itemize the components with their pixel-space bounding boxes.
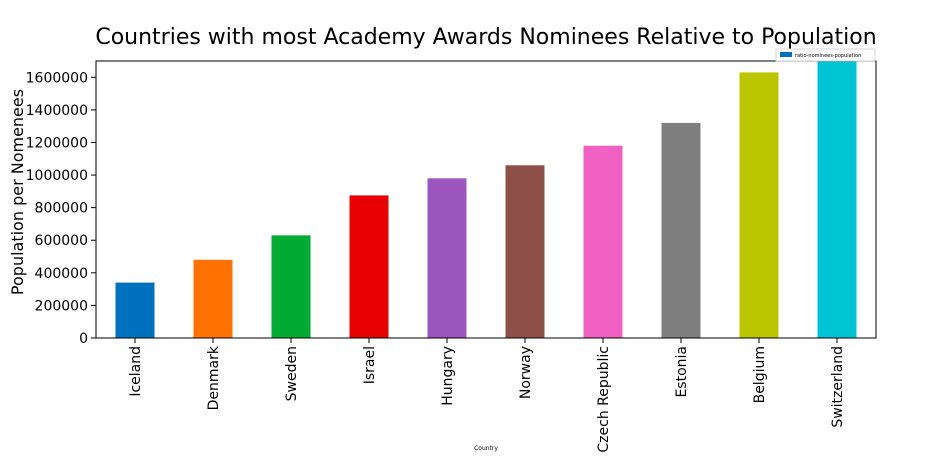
y-tick-label: 800000 <box>35 201 88 217</box>
x-tick-label: Iceland <box>128 346 144 397</box>
y-axis: 0 200000 400000 600000 800000 1000000 1200000 1… <box>26 70 96 347</box>
bar-denmark <box>193 259 233 338</box>
bar-estonia <box>661 122 701 338</box>
x-axis: Iceland Denmark Sweden Israel Hungary Norway C… <box>128 338 846 453</box>
bar-czech-republic <box>583 145 623 338</box>
bar-belgium <box>739 72 779 338</box>
bar-switzerland <box>817 61 857 338</box>
bars-group <box>115 61 857 338</box>
y-tick-label: 400000 <box>35 266 88 282</box>
x-tick-label: Switzerland <box>830 346 846 428</box>
x-tick-label: Estonia <box>674 346 690 398</box>
x-tick-label: Sweden <box>284 346 300 401</box>
y-tick-label: 0 <box>79 331 88 347</box>
bar-israel <box>349 195 389 338</box>
legend: ratio-nominees-population <box>775 48 876 62</box>
bar-sweden <box>271 235 311 338</box>
y-tick-label: 1000000 <box>26 168 88 184</box>
x-tick-label: Norway <box>518 346 534 399</box>
plot-frame <box>95 60 877 339</box>
y-tick-label: 600000 <box>35 233 88 249</box>
x-tick-label: Hungary <box>440 346 456 406</box>
bar-hungary <box>427 178 467 338</box>
x-tick-label: Denmark <box>206 345 222 410</box>
bar-norway <box>505 165 545 338</box>
chart-title: Countries with most Academy Awards Nomin… <box>95 25 876 50</box>
y-tick-label: 200000 <box>35 298 88 314</box>
x-tick-label: Belgium <box>752 346 768 403</box>
bar-iceland <box>115 282 155 338</box>
legend-box <box>775 48 876 62</box>
y-tick-label: 1600000 <box>26 70 88 86</box>
x-tick-label: Czech Republic <box>596 346 612 453</box>
y-tick-label: 1400000 <box>26 103 88 119</box>
x-tick-label: Israel <box>362 346 378 384</box>
x-axis-label: Country <box>474 445 498 452</box>
y-axis-label: Population per Nomenees <box>8 89 27 295</box>
y-tick-label: 1200000 <box>26 135 88 151</box>
legend-swatch <box>780 52 792 57</box>
legend-label: ratio-nominees-population <box>795 53 861 59</box>
